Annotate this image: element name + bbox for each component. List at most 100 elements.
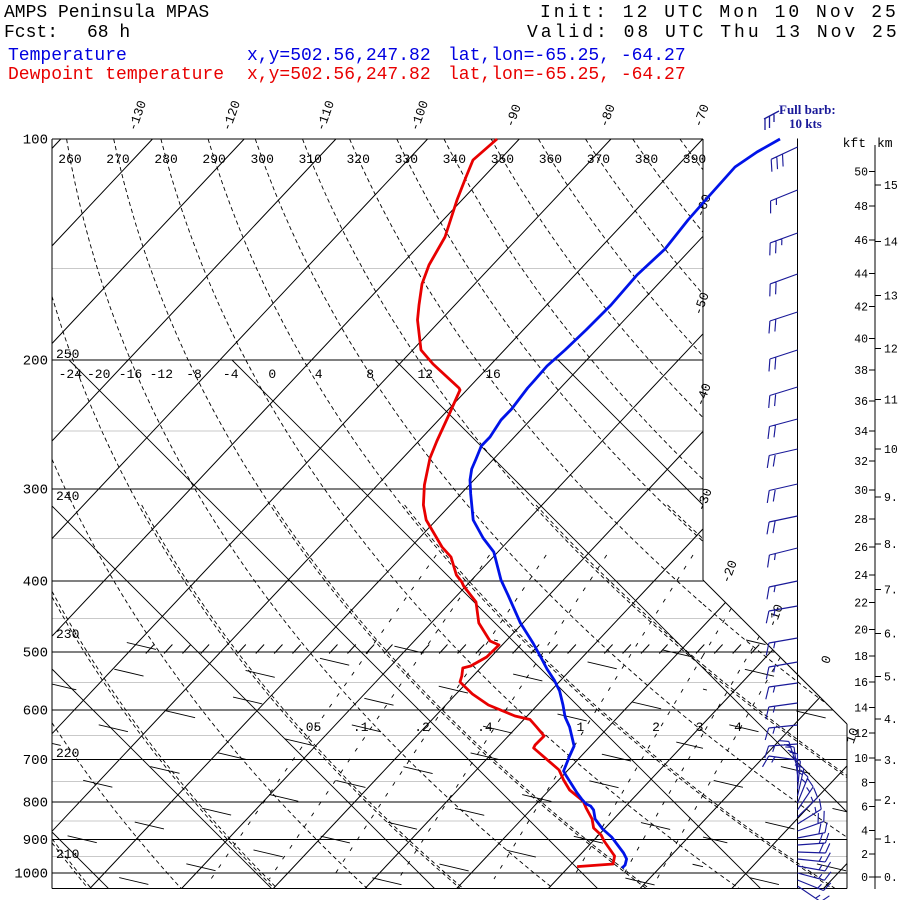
- svg-text:-4: -4: [223, 367, 239, 382]
- svg-text:50: 50: [854, 166, 868, 179]
- svg-text:3.: 3.: [884, 755, 898, 768]
- svg-text:500: 500: [23, 646, 48, 662]
- svg-text:lat,lon=-65.25, -64.27: lat,lon=-65.25, -64.27: [448, 46, 686, 66]
- svg-text:-24: -24: [59, 367, 83, 382]
- svg-text:10 kts: 10 kts: [789, 116, 822, 131]
- svg-text:8.: 8.: [884, 539, 898, 552]
- svg-text:20: 20: [854, 624, 868, 637]
- svg-text:14: 14: [854, 703, 868, 716]
- svg-text:10.: 10.: [884, 444, 900, 457]
- svg-text:6: 6: [861, 802, 868, 815]
- svg-text:Temperature: Temperature: [8, 46, 127, 66]
- svg-text:32: 32: [854, 456, 868, 469]
- svg-text:2: 2: [861, 849, 868, 862]
- svg-text:1.: 1.: [884, 834, 898, 847]
- svg-text:4: 4: [861, 826, 868, 839]
- svg-text:lat,lon=-65.25, -64.27: lat,lon=-65.25, -64.27: [448, 65, 686, 85]
- svg-text:390: 390: [683, 152, 706, 167]
- svg-text:210: 210: [56, 847, 79, 862]
- svg-text:3: 3: [696, 720, 704, 735]
- svg-text:300: 300: [250, 152, 273, 167]
- svg-text:AMPS Peninsula MPAS: AMPS Peninsula MPAS: [4, 3, 209, 23]
- svg-text:40: 40: [854, 333, 868, 346]
- svg-text:10: 10: [843, 726, 862, 746]
- svg-text:0: 0: [268, 367, 276, 382]
- svg-text:12.: 12.: [884, 343, 900, 356]
- svg-text:28: 28: [854, 514, 868, 527]
- svg-text:1000: 1000: [14, 867, 48, 883]
- svg-text:12: 12: [417, 367, 433, 382]
- svg-text:.2: .2: [414, 720, 430, 735]
- svg-text:8: 8: [861, 777, 868, 790]
- svg-text:0: 0: [861, 872, 868, 885]
- svg-text:16: 16: [854, 677, 868, 690]
- svg-text:600: 600: [23, 704, 48, 720]
- svg-text:Dewpoint temperature: Dewpoint temperature: [8, 65, 224, 85]
- svg-text:10: 10: [854, 753, 868, 766]
- svg-text:900: 900: [23, 833, 48, 849]
- svg-text:4.: 4.: [884, 714, 898, 727]
- svg-text:1: 1: [576, 720, 584, 735]
- svg-text:Full barb:: Full barb:: [779, 102, 836, 117]
- svg-text:Valid: 08 UTC Thu 13 Nov 25: Valid: 08 UTC Thu 13 Nov 25: [527, 23, 900, 43]
- svg-text:300: 300: [23, 483, 48, 499]
- svg-text:.1: .1: [353, 720, 369, 735]
- svg-text:250: 250: [56, 347, 79, 362]
- svg-text:Fcst:: Fcst:: [4, 23, 58, 43]
- svg-text:44: 44: [854, 269, 868, 282]
- svg-text:.05: .05: [298, 720, 321, 735]
- svg-text:260: 260: [58, 152, 81, 167]
- svg-text:9.: 9.: [884, 492, 898, 505]
- svg-text:.4: .4: [477, 720, 493, 735]
- svg-text:700: 700: [23, 753, 48, 769]
- svg-text:240: 240: [56, 489, 79, 504]
- svg-text:-16: -16: [119, 367, 142, 382]
- svg-text:350: 350: [491, 152, 514, 167]
- svg-text:16: 16: [485, 367, 501, 382]
- svg-text:kft: kft: [843, 136, 866, 151]
- svg-text:18: 18: [854, 651, 868, 664]
- svg-text:x,y=502.56,247.82: x,y=502.56,247.82: [247, 65, 431, 85]
- svg-text:8: 8: [366, 367, 374, 382]
- svg-text:370: 370: [587, 152, 610, 167]
- svg-text:-20: -20: [87, 367, 110, 382]
- svg-text:km: km: [877, 136, 893, 151]
- svg-text:22: 22: [854, 597, 868, 610]
- svg-text:2.: 2.: [884, 795, 898, 808]
- svg-text:4: 4: [734, 720, 742, 735]
- svg-text:290: 290: [202, 152, 225, 167]
- svg-text:38: 38: [854, 365, 868, 378]
- svg-text:46: 46: [854, 235, 868, 248]
- svg-text:34: 34: [854, 426, 868, 439]
- svg-text:4: 4: [315, 367, 323, 382]
- svg-text:380: 380: [635, 152, 658, 167]
- svg-text:230: 230: [56, 627, 79, 642]
- svg-text:200: 200: [23, 354, 48, 370]
- svg-text:14.: 14.: [884, 236, 900, 249]
- svg-text:280: 280: [154, 152, 177, 167]
- svg-text:800: 800: [23, 795, 48, 811]
- svg-text:x,y=502.56,247.82: x,y=502.56,247.82: [247, 46, 431, 66]
- svg-text:42: 42: [854, 301, 868, 314]
- svg-text:-12: -12: [150, 367, 173, 382]
- svg-text:24: 24: [854, 570, 868, 583]
- svg-text:48: 48: [854, 201, 868, 214]
- svg-text:-8: -8: [186, 367, 202, 382]
- svg-text:11.: 11.: [884, 394, 900, 407]
- svg-text:68 h: 68 h: [87, 23, 130, 43]
- svg-text:5.: 5.: [884, 672, 898, 685]
- svg-text:360: 360: [539, 152, 562, 167]
- svg-text:320: 320: [346, 152, 369, 167]
- svg-text:15.: 15.: [884, 180, 900, 193]
- svg-text:310: 310: [298, 152, 321, 167]
- svg-text:0.: 0.: [884, 872, 898, 885]
- svg-text:13.: 13.: [884, 291, 900, 304]
- svg-text:100: 100: [23, 133, 48, 149]
- svg-text:330: 330: [395, 152, 418, 167]
- svg-text:26: 26: [854, 542, 868, 555]
- svg-text:7.: 7.: [884, 584, 898, 597]
- svg-text:Init: 12 UTC Mon 10 Nov 25: Init: 12 UTC Mon 10 Nov 25: [540, 3, 899, 23]
- svg-text:2: 2: [652, 720, 660, 735]
- svg-text:340: 340: [443, 152, 466, 167]
- svg-text:36: 36: [854, 396, 868, 409]
